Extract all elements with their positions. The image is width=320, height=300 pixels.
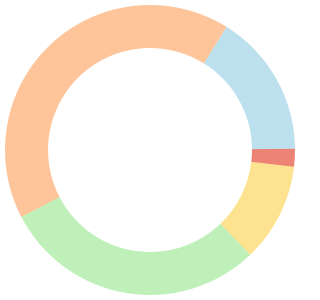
- donut-segment: [220, 161, 295, 255]
- chart: [4, 4, 295, 295]
- donut-segment: [203, 26, 295, 150]
- donut-segment: [251, 148, 295, 167]
- donut-segment: [21, 197, 251, 295]
- donut-segment: [4, 4, 227, 217]
